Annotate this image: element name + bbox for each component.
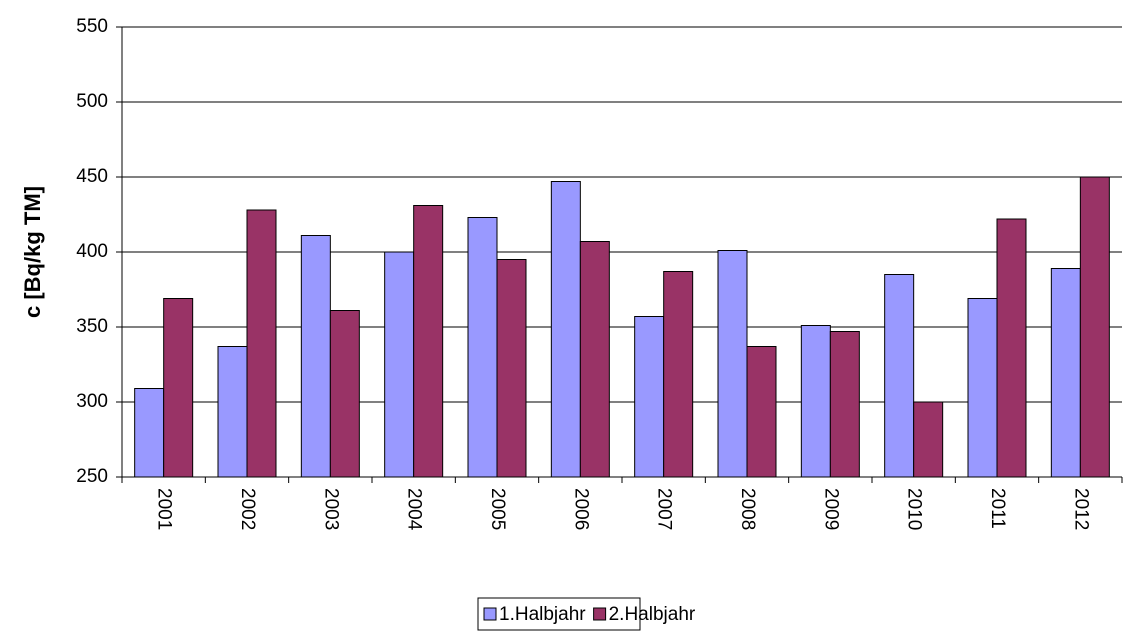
legend-swatch [483,607,497,621]
bar [579,241,610,478]
bar [746,346,777,478]
bar [1050,268,1081,478]
bar [134,388,165,478]
y-tick-label: 450 [76,166,108,187]
bar [634,316,665,478]
x-tick-label: 2006 [570,488,591,530]
bar [800,325,831,478]
bar [996,218,1027,478]
x-tick-label: 2008 [737,488,758,530]
legend-label: 1.Halbjahr [499,604,586,625]
bar [300,235,331,478]
bar [663,271,694,478]
y-tick-label: 350 [76,316,108,337]
bar [1079,176,1110,478]
legend-swatch [593,607,607,621]
bar [467,217,498,478]
bar [496,259,527,478]
y-axis-label: c [Bq/kg TM] [20,186,45,318]
bar [829,331,860,478]
x-tick-label: 2012 [1070,488,1091,530]
x-tick-label: 2011 [987,488,1008,529]
bar [717,250,748,478]
x-tick-label: 2001 [154,488,175,530]
bar [884,274,915,478]
y-tick-label: 500 [76,91,108,112]
x-tick-label: 2010 [904,488,925,530]
bar [163,298,194,478]
x-tick-label: 2009 [820,488,841,530]
x-tick-label: 2002 [237,488,258,530]
bar [967,298,998,478]
legend-box [477,597,641,631]
x-tick-label: 2004 [404,488,425,531]
legend-label: 2.Halbjahr [609,604,696,625]
y-tick-label: 250 [76,466,108,487]
bar [329,310,360,478]
bar [384,251,415,478]
y-tick-label: 300 [76,391,108,412]
x-tick-label: 2007 [654,488,675,530]
x-tick-label: 2005 [487,488,508,530]
bar [246,209,277,478]
x-tick-label: 2003 [320,488,341,530]
bar [413,205,444,478]
bar [217,346,248,478]
y-tick-label: 400 [76,241,108,262]
bar [913,401,944,478]
bar [550,181,581,478]
y-tick-label: 550 [76,16,108,37]
